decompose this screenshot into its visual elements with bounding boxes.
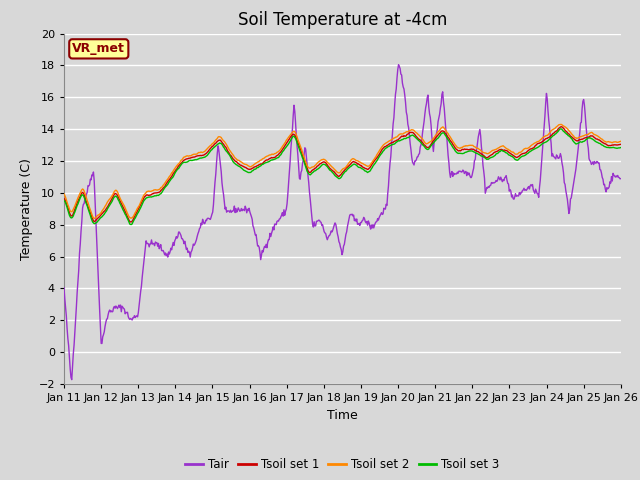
Text: VR_met: VR_met <box>72 42 125 55</box>
Legend: Tair, Tsoil set 1, Tsoil set 2, Tsoil set 3: Tair, Tsoil set 1, Tsoil set 2, Tsoil se… <box>180 454 504 476</box>
Y-axis label: Temperature (C): Temperature (C) <box>20 158 33 260</box>
Title: Soil Temperature at -4cm: Soil Temperature at -4cm <box>237 11 447 29</box>
X-axis label: Time: Time <box>327 408 358 421</box>
